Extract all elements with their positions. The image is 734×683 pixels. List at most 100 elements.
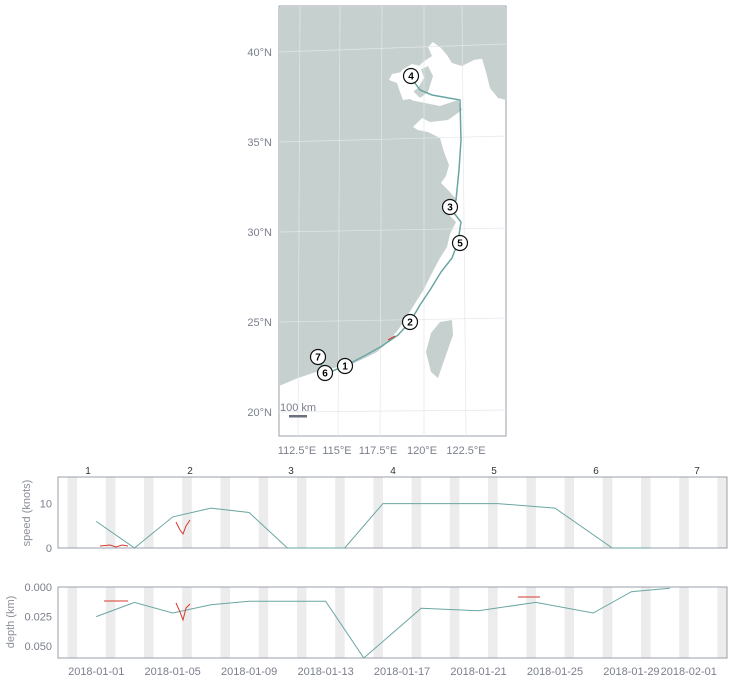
night-band bbox=[105, 477, 116, 548]
lat-label: 40°N bbox=[247, 47, 272, 59]
night-band bbox=[220, 587, 231, 658]
speed-line bbox=[95, 503, 651, 549]
map-marker-label: 6 bbox=[322, 369, 328, 380]
map-marker-label: 5 bbox=[457, 239, 463, 250]
night-band bbox=[335, 477, 345, 548]
map-marker-circle bbox=[316, 364, 334, 382]
lat-label: 35°N bbox=[247, 137, 272, 149]
night-band bbox=[679, 477, 689, 548]
depth-y-tick: 0.000 bbox=[24, 582, 52, 594]
night-band bbox=[602, 477, 613, 548]
depth-x-tick: 2018-01-01 bbox=[68, 666, 124, 678]
map-marker-circle bbox=[451, 234, 469, 252]
depth-y-tick: 0.025 bbox=[24, 612, 52, 624]
night-band bbox=[67, 477, 78, 548]
speed-segment-labels: 1 2 3 4 5 6 7 bbox=[85, 466, 700, 477]
night-band bbox=[602, 587, 613, 658]
speed-bands bbox=[67, 477, 727, 548]
night-band bbox=[182, 587, 192, 658]
depth-x-tick: 2018-01-21 bbox=[450, 666, 506, 678]
taiwan-land bbox=[426, 320, 453, 378]
depth-x-tick: 2018-01-13 bbox=[297, 666, 353, 678]
night-band bbox=[373, 477, 383, 548]
map-marker-label: 1 bbox=[342, 362, 348, 373]
depth-y-tick: 0.050 bbox=[24, 641, 52, 653]
depth-y-label: depth (km) bbox=[5, 596, 17, 649]
map-marker-label: 3 bbox=[447, 203, 453, 214]
korea-land bbox=[480, 35, 506, 100]
lon-label: 122.5°E bbox=[446, 445, 485, 457]
vessel-track bbox=[317, 75, 462, 375]
map-marker-circle bbox=[336, 357, 354, 375]
segment-label: 2 bbox=[187, 466, 193, 477]
night-band bbox=[411, 587, 422, 658]
mainland-land bbox=[279, 7, 506, 386]
night-band bbox=[144, 477, 154, 548]
map-lon-labels: 112.5°E 115°E 117.5°E 120°E 122.5°E bbox=[278, 445, 486, 457]
segment-label: 7 bbox=[694, 466, 700, 477]
lat-label: 20°N bbox=[247, 407, 272, 419]
speed-alert-1 bbox=[99, 544, 129, 548]
speed-y-tick: 10 bbox=[40, 499, 52, 511]
depth-line bbox=[96, 587, 670, 659]
depth-y-ticks: 0.000 0.025 0.050 bbox=[24, 582, 52, 653]
speed-frame bbox=[57, 476, 728, 549]
speed-y-ticks: 0 10 bbox=[40, 499, 52, 555]
night-band bbox=[640, 477, 651, 548]
depth-x-tick: 2018-02-01 bbox=[661, 666, 717, 678]
map-marker-circle bbox=[309, 348, 327, 366]
night-band bbox=[640, 587, 651, 658]
depth-bands bbox=[67, 587, 727, 658]
night-band bbox=[411, 477, 422, 548]
night-band bbox=[182, 477, 192, 548]
graticule bbox=[278, 5, 507, 437]
night-band bbox=[526, 477, 536, 548]
depth-x-tick: 2018-01-09 bbox=[221, 666, 277, 678]
night-band bbox=[296, 587, 307, 658]
map-marker-circle bbox=[402, 67, 420, 85]
night-band bbox=[488, 477, 498, 548]
speed-y-label: speed (knots) bbox=[21, 480, 33, 547]
lon-label: 115°E bbox=[322, 445, 351, 457]
night-band bbox=[220, 477, 231, 548]
depth-x-tick: 2018-01-29 bbox=[603, 666, 659, 678]
depth-x-tick: 2018-01-17 bbox=[374, 666, 430, 678]
night-band bbox=[564, 477, 575, 548]
speed-y-tick: 0 bbox=[46, 543, 52, 555]
segment-label: 6 bbox=[593, 466, 599, 477]
night-band bbox=[449, 477, 460, 548]
night-band bbox=[717, 477, 727, 548]
lat-label: 25°N bbox=[247, 317, 272, 329]
depth-x-tick: 2018-01-25 bbox=[527, 666, 583, 678]
shandong-coast bbox=[410, 100, 462, 122]
segment-label: 3 bbox=[288, 466, 294, 477]
depth-x-tick: 2018-01-05 bbox=[145, 666, 201, 678]
scalebar bbox=[289, 415, 307, 418]
night-band bbox=[449, 587, 460, 658]
depth-frame bbox=[57, 586, 728, 659]
map-marker-label: 2 bbox=[407, 318, 413, 329]
map-marker-circle bbox=[441, 198, 459, 216]
night-band bbox=[526, 587, 536, 658]
lon-label: 117.5°E bbox=[359, 445, 397, 457]
night-band bbox=[373, 587, 383, 658]
speed-alert-2 bbox=[175, 519, 191, 536]
night-band bbox=[105, 587, 116, 658]
night-band bbox=[488, 587, 498, 658]
track-alert bbox=[387, 335, 396, 341]
segment-label: 1 bbox=[85, 466, 91, 477]
night-band bbox=[258, 587, 269, 658]
map-markers: 1 2 3 4 5 67 bbox=[309, 67, 469, 382]
map-lat-labels: 40°N 35°N 30°N 25°N 20°N bbox=[247, 47, 272, 419]
night-band bbox=[679, 587, 689, 658]
map-marker-circle bbox=[401, 313, 419, 331]
lon-label: 112.5°E bbox=[278, 445, 316, 457]
map-marker-label: 4 bbox=[408, 72, 414, 83]
speed-panel: 1 2 3 4 5 6 7 0 10 speed (knots) bbox=[21, 466, 728, 555]
scalebar-label: 100 km bbox=[280, 402, 316, 414]
night-band bbox=[717, 587, 727, 658]
segment-label: 5 bbox=[491, 466, 497, 477]
night-band bbox=[258, 477, 269, 548]
depth-panel: 0.000 0.025 0.050 2018-01-01 2018-01-05 2018… bbox=[5, 582, 728, 678]
